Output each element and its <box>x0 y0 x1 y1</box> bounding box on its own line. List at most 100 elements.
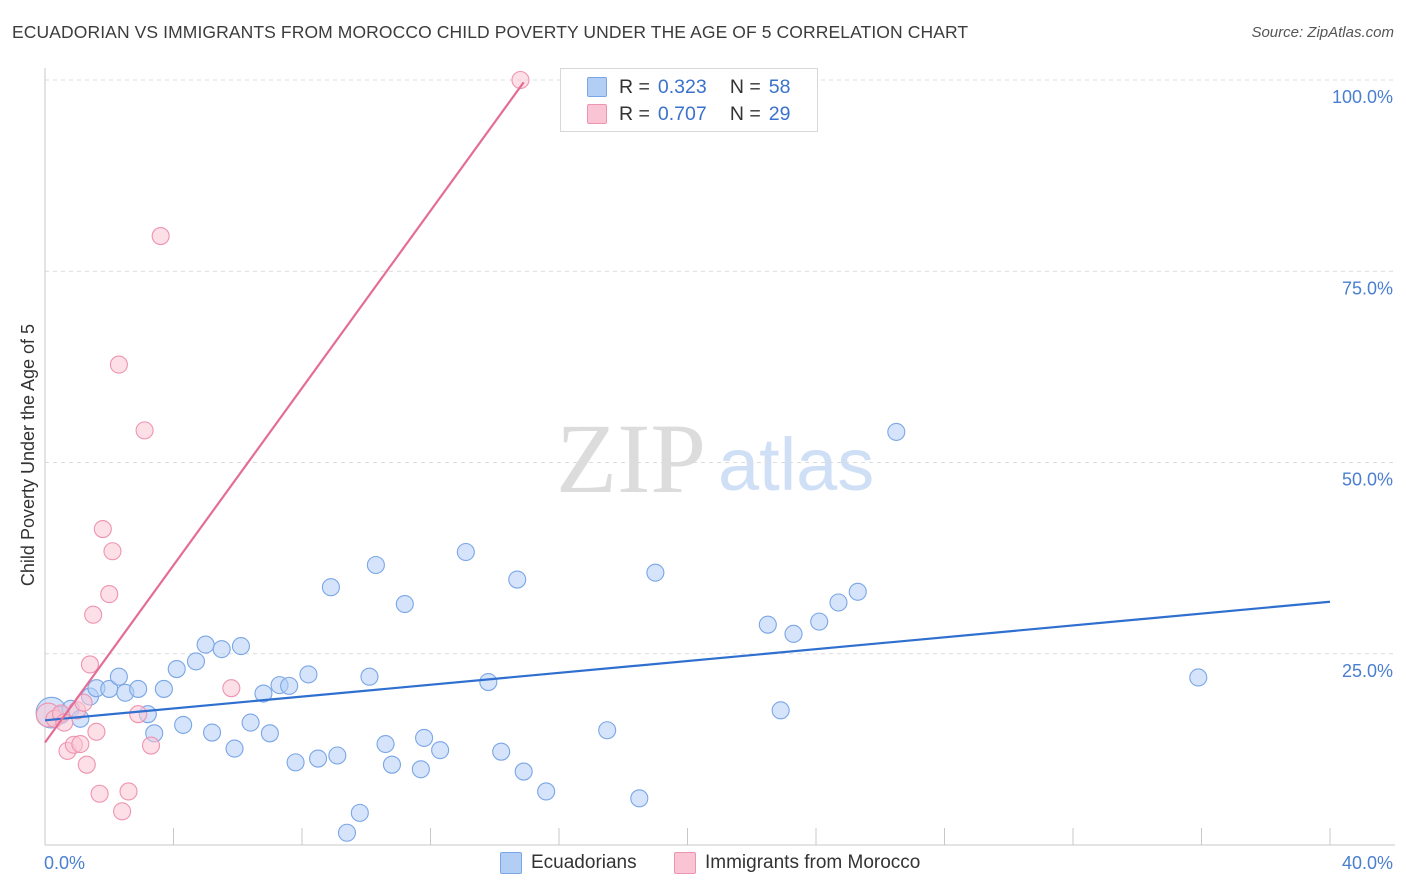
ecuadorian-point <box>366 555 385 575</box>
ecuadorian-point <box>260 724 279 743</box>
ecuadorian-point <box>415 728 434 747</box>
legend-row-morocco: R = 0.707 N = 29 <box>619 103 790 125</box>
morocco-point <box>90 784 109 803</box>
source-label: Source: ZipAtlas.com <box>1251 24 1394 41</box>
ecuadorian-point <box>321 578 340 597</box>
morocco-point <box>135 421 154 440</box>
ecuadorian-point <box>225 739 244 758</box>
y-tick-label: 100.0% <box>1332 87 1393 107</box>
ecuadorian-point <box>212 640 231 659</box>
morocco-point <box>119 782 138 801</box>
series-legend: Ecuadorians Immigrants from Morocco <box>0 852 1406 876</box>
morocco-point <box>113 802 132 821</box>
legend-r-label: R = <box>619 75 650 98</box>
y-axis-label: Child Poverty Under the Age of 5 <box>18 324 38 586</box>
legend-r-value: 0.707 <box>657 102 707 125</box>
ecuadorian-point <box>537 782 556 801</box>
morocco-point <box>103 542 122 561</box>
ecuadorian-point <box>254 684 273 703</box>
ecuadorian-point <box>514 762 533 781</box>
ecuadorian-point <box>829 593 848 612</box>
ecuadorian-point <box>456 542 475 562</box>
morocco-point <box>129 705 148 724</box>
morocco-point <box>93 520 112 539</box>
ecuadorian-point <box>350 803 369 822</box>
legend-item-morocco[interactable]: Immigrants from Morocco <box>674 852 920 874</box>
ecuadorian-point <box>848 582 867 601</box>
ecuadorian-point <box>203 723 222 742</box>
chart-title: ECUADORIAN VS IMMIGRANTS FROM MOROCCO CH… <box>12 22 969 42</box>
ecuadorian-point <box>231 637 251 656</box>
legend-label: Immigrants from Morocco <box>705 852 921 873</box>
legend-item-ecuadorians[interactable]: Ecuadorians <box>500 852 637 874</box>
legend-swatch <box>500 852 522 874</box>
morocco-point <box>71 734 90 754</box>
ecuadorian-point <box>395 594 414 614</box>
legend-swatch-morocco <box>587 104 607 124</box>
legend-swatch <box>674 852 696 874</box>
ecuadorian-point <box>241 713 260 732</box>
ecuadorian-point <box>360 667 379 686</box>
ecuadorian-point <box>492 742 511 761</box>
ecuadorian-point <box>174 715 193 734</box>
x-tick-label: 0.0% <box>44 853 85 873</box>
morocco-point <box>80 655 100 674</box>
x-tick-label: 40.0% <box>1342 853 1393 873</box>
watermark: ZIP atlas <box>556 403 874 514</box>
watermark-atlas: atlas <box>718 423 874 506</box>
grid <box>45 79 1395 655</box>
y-tick-label: 25.0% <box>1342 661 1393 681</box>
ecuadorian-point <box>129 679 148 698</box>
morocco-point <box>109 355 128 374</box>
watermark-zip: ZIP <box>556 403 706 514</box>
ecuadorian-point <box>598 721 617 740</box>
ecuadorian-point <box>337 823 357 842</box>
ecuadorian-point <box>154 679 173 698</box>
tick-labels: 25.0% 50.0% 75.0% 100.0% 0.0% 40.0% <box>44 87 1393 873</box>
ecuadorian-point <box>186 652 206 671</box>
legend-row-ecuadorians: R = 0.323 N = 58 <box>619 76 790 98</box>
ecuadorian-point <box>887 422 906 441</box>
legend-n-value: 29 <box>768 102 791 125</box>
ecuadorian-point <box>286 753 305 772</box>
ecuadorian-point <box>431 741 450 760</box>
ecuadorian-point <box>479 673 498 692</box>
ecuadorian-point <box>810 612 829 631</box>
y-tick-label: 50.0% <box>1342 470 1393 490</box>
ecuadorian-point <box>196 635 215 654</box>
morocco-point <box>87 722 106 741</box>
morocco-point <box>77 755 96 774</box>
legend-r-label: R = <box>619 102 650 125</box>
legend-r-value: 0.323 <box>657 75 707 98</box>
ecuadorian-point <box>376 734 395 754</box>
morocco-trend-line <box>44 81 525 744</box>
legend-n-label: N = <box>729 75 761 98</box>
ecuadorian-point <box>109 667 128 686</box>
ecuadorian-point <box>771 701 790 720</box>
ecuadorian-point <box>328 746 347 765</box>
morocco-point <box>84 605 103 624</box>
y-tick-label: 75.0% <box>1342 278 1393 298</box>
ecuadorian-point <box>508 570 527 589</box>
ecuadorian-point <box>1189 668 1208 687</box>
ecuadorian-point <box>309 749 328 768</box>
ecuadorian-point <box>382 755 402 774</box>
ecuadorian-point <box>758 615 777 634</box>
legend-n-value: 58 <box>768 75 791 98</box>
trend-lines <box>44 81 1331 744</box>
morocco-point <box>100 585 119 604</box>
ecuadorian-point <box>630 789 649 808</box>
ecuadorian-point <box>280 676 299 695</box>
morocco-point <box>141 736 161 755</box>
ecuadorian-point <box>646 563 665 582</box>
ecuadorian-point <box>167 659 186 679</box>
correlation-legend: R = 0.323 N = 58 R = 0.707 N = 29 <box>560 68 818 132</box>
ecuadorian-trend-line <box>44 600 1331 722</box>
legend-swatch-ecuadorians <box>587 77 607 97</box>
legend-n-label: N = <box>729 102 761 125</box>
ecuadorian-point <box>299 665 318 684</box>
morocco-point <box>151 227 170 246</box>
legend-label: Ecuadorians <box>531 852 637 873</box>
morocco-point <box>222 679 241 698</box>
